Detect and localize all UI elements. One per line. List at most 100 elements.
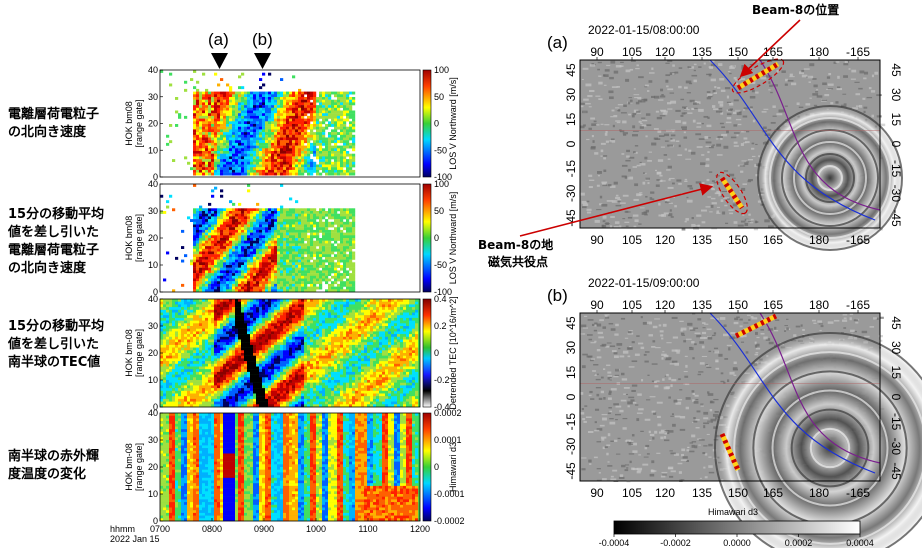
heatmap-cell	[337, 145, 341, 149]
heatmap-cell	[208, 315, 212, 319]
heatmap-cell	[283, 91, 287, 95]
heatmap-cell	[196, 366, 200, 370]
heatmap-cell	[229, 97, 233, 100]
heatmap-cell	[250, 398, 254, 402]
heatmap-cell	[346, 110, 350, 114]
heatmap-cell	[232, 213, 236, 217]
heatmap-cell	[196, 299, 200, 302]
heatmap-cell	[274, 238, 278, 241]
heatmap-cell	[289, 267, 293, 271]
heatmap-cell	[226, 393, 230, 397]
heatmap-cell	[250, 380, 254, 383]
heatmap-cell	[175, 404, 179, 408]
heatmap-cell	[232, 97, 236, 100]
heatmap-cell	[328, 140, 332, 144]
heatmap-cell	[226, 301, 230, 305]
heatmap-cell	[214, 358, 218, 362]
heatmap-cell	[232, 401, 236, 405]
heatmap-cell	[301, 259, 305, 263]
heatmap-cell	[307, 126, 311, 130]
heatmap-cell	[172, 369, 176, 373]
heatmap-cell	[199, 132, 203, 135]
heatmap-cell	[223, 369, 227, 373]
heatmap-cell	[220, 385, 224, 389]
heatmap-cell	[265, 145, 269, 149]
heatmap-cell	[265, 301, 269, 305]
heatmap-cell	[286, 159, 290, 162]
heatmap-cell	[250, 355, 254, 359]
heatmap-cell	[274, 254, 278, 258]
colorbar-tick-label: 50	[434, 92, 444, 102]
heatmap-cell	[223, 374, 227, 378]
heatmap-cell	[238, 380, 242, 383]
heatmap-cell	[229, 137, 233, 141]
heatmap-cell	[202, 140, 206, 144]
heatmap-cell	[166, 366, 170, 370]
heatmap-cell	[310, 167, 314, 171]
heatmap-cell	[220, 224, 224, 228]
heatmap-cell	[301, 159, 305, 162]
heatmap-cell	[199, 388, 203, 391]
heatmap-cell	[292, 97, 296, 100]
heatmap-cell	[199, 315, 203, 319]
heatmap-cell	[322, 164, 326, 168]
heatmap-cell	[199, 145, 203, 149]
heatmap-cell	[196, 265, 200, 268]
heatmap-cell	[199, 94, 203, 98]
heatmap-cell	[169, 315, 173, 319]
heatmap-cell	[262, 140, 266, 144]
heatmap-cell	[214, 126, 218, 130]
heatmap-cell	[307, 256, 311, 260]
heatmap-cell	[346, 151, 350, 154]
heatmap-cell	[235, 164, 239, 168]
heatmap-cell	[277, 121, 281, 125]
heatmap-cell	[256, 350, 260, 354]
heatmap-cell	[304, 124, 308, 127]
heatmap-cell	[199, 374, 203, 378]
heatmap-cell	[349, 156, 353, 160]
heatmap-cell	[340, 240, 344, 244]
heatmap-cell	[253, 221, 257, 225]
heatmap-cell	[214, 124, 218, 127]
heatmap-cell	[187, 404, 191, 408]
heatmap-cell	[322, 232, 326, 236]
heatmap-cell	[247, 401, 251, 405]
heatmap-cell	[274, 283, 278, 287]
heatmap-cell	[277, 243, 281, 247]
heatmap-cell	[280, 121, 284, 125]
heatmap-cell	[172, 366, 176, 370]
heatmap-cell	[262, 132, 266, 135]
heatmap-cell	[319, 145, 323, 149]
heatmap-cell	[235, 393, 239, 397]
heatmap-cell	[331, 259, 335, 263]
heatmap-cell	[193, 301, 197, 305]
heatmap-cell	[283, 102, 287, 106]
heatmap-cell	[241, 99, 245, 103]
heatmap-cell	[256, 140, 260, 144]
heatmap-cell	[214, 91, 218, 95]
heatmap-cell	[307, 278, 311, 282]
heatmap-cell	[220, 278, 224, 282]
heatmap-cell	[256, 126, 260, 130]
heatmap-cell	[274, 156, 278, 160]
heatmap-cell	[313, 213, 317, 217]
heatmap-cell	[238, 224, 242, 228]
heatmap-cell	[217, 99, 221, 103]
heatmap-cell	[208, 374, 212, 378]
heatmap-cell	[172, 353, 176, 356]
heatmap-cell	[298, 227, 302, 231]
heatmap-cell	[286, 169, 290, 173]
heatmap-cell	[220, 251, 224, 255]
heatmap-cell	[232, 105, 236, 108]
heatmap-cell	[220, 355, 224, 359]
heatmap-cell	[241, 102, 245, 106]
heatmap-cell	[244, 167, 248, 171]
heatmap-cell	[277, 213, 281, 217]
heatmap-cell	[271, 148, 275, 152]
heatmap-cell	[283, 251, 287, 255]
heatmap-cell	[280, 91, 284, 95]
colorbar-tick-label: -100	[434, 287, 452, 297]
heatmap-cell	[187, 328, 191, 332]
heatmap-cell	[220, 398, 224, 402]
heatmap-cell	[253, 248, 257, 252]
